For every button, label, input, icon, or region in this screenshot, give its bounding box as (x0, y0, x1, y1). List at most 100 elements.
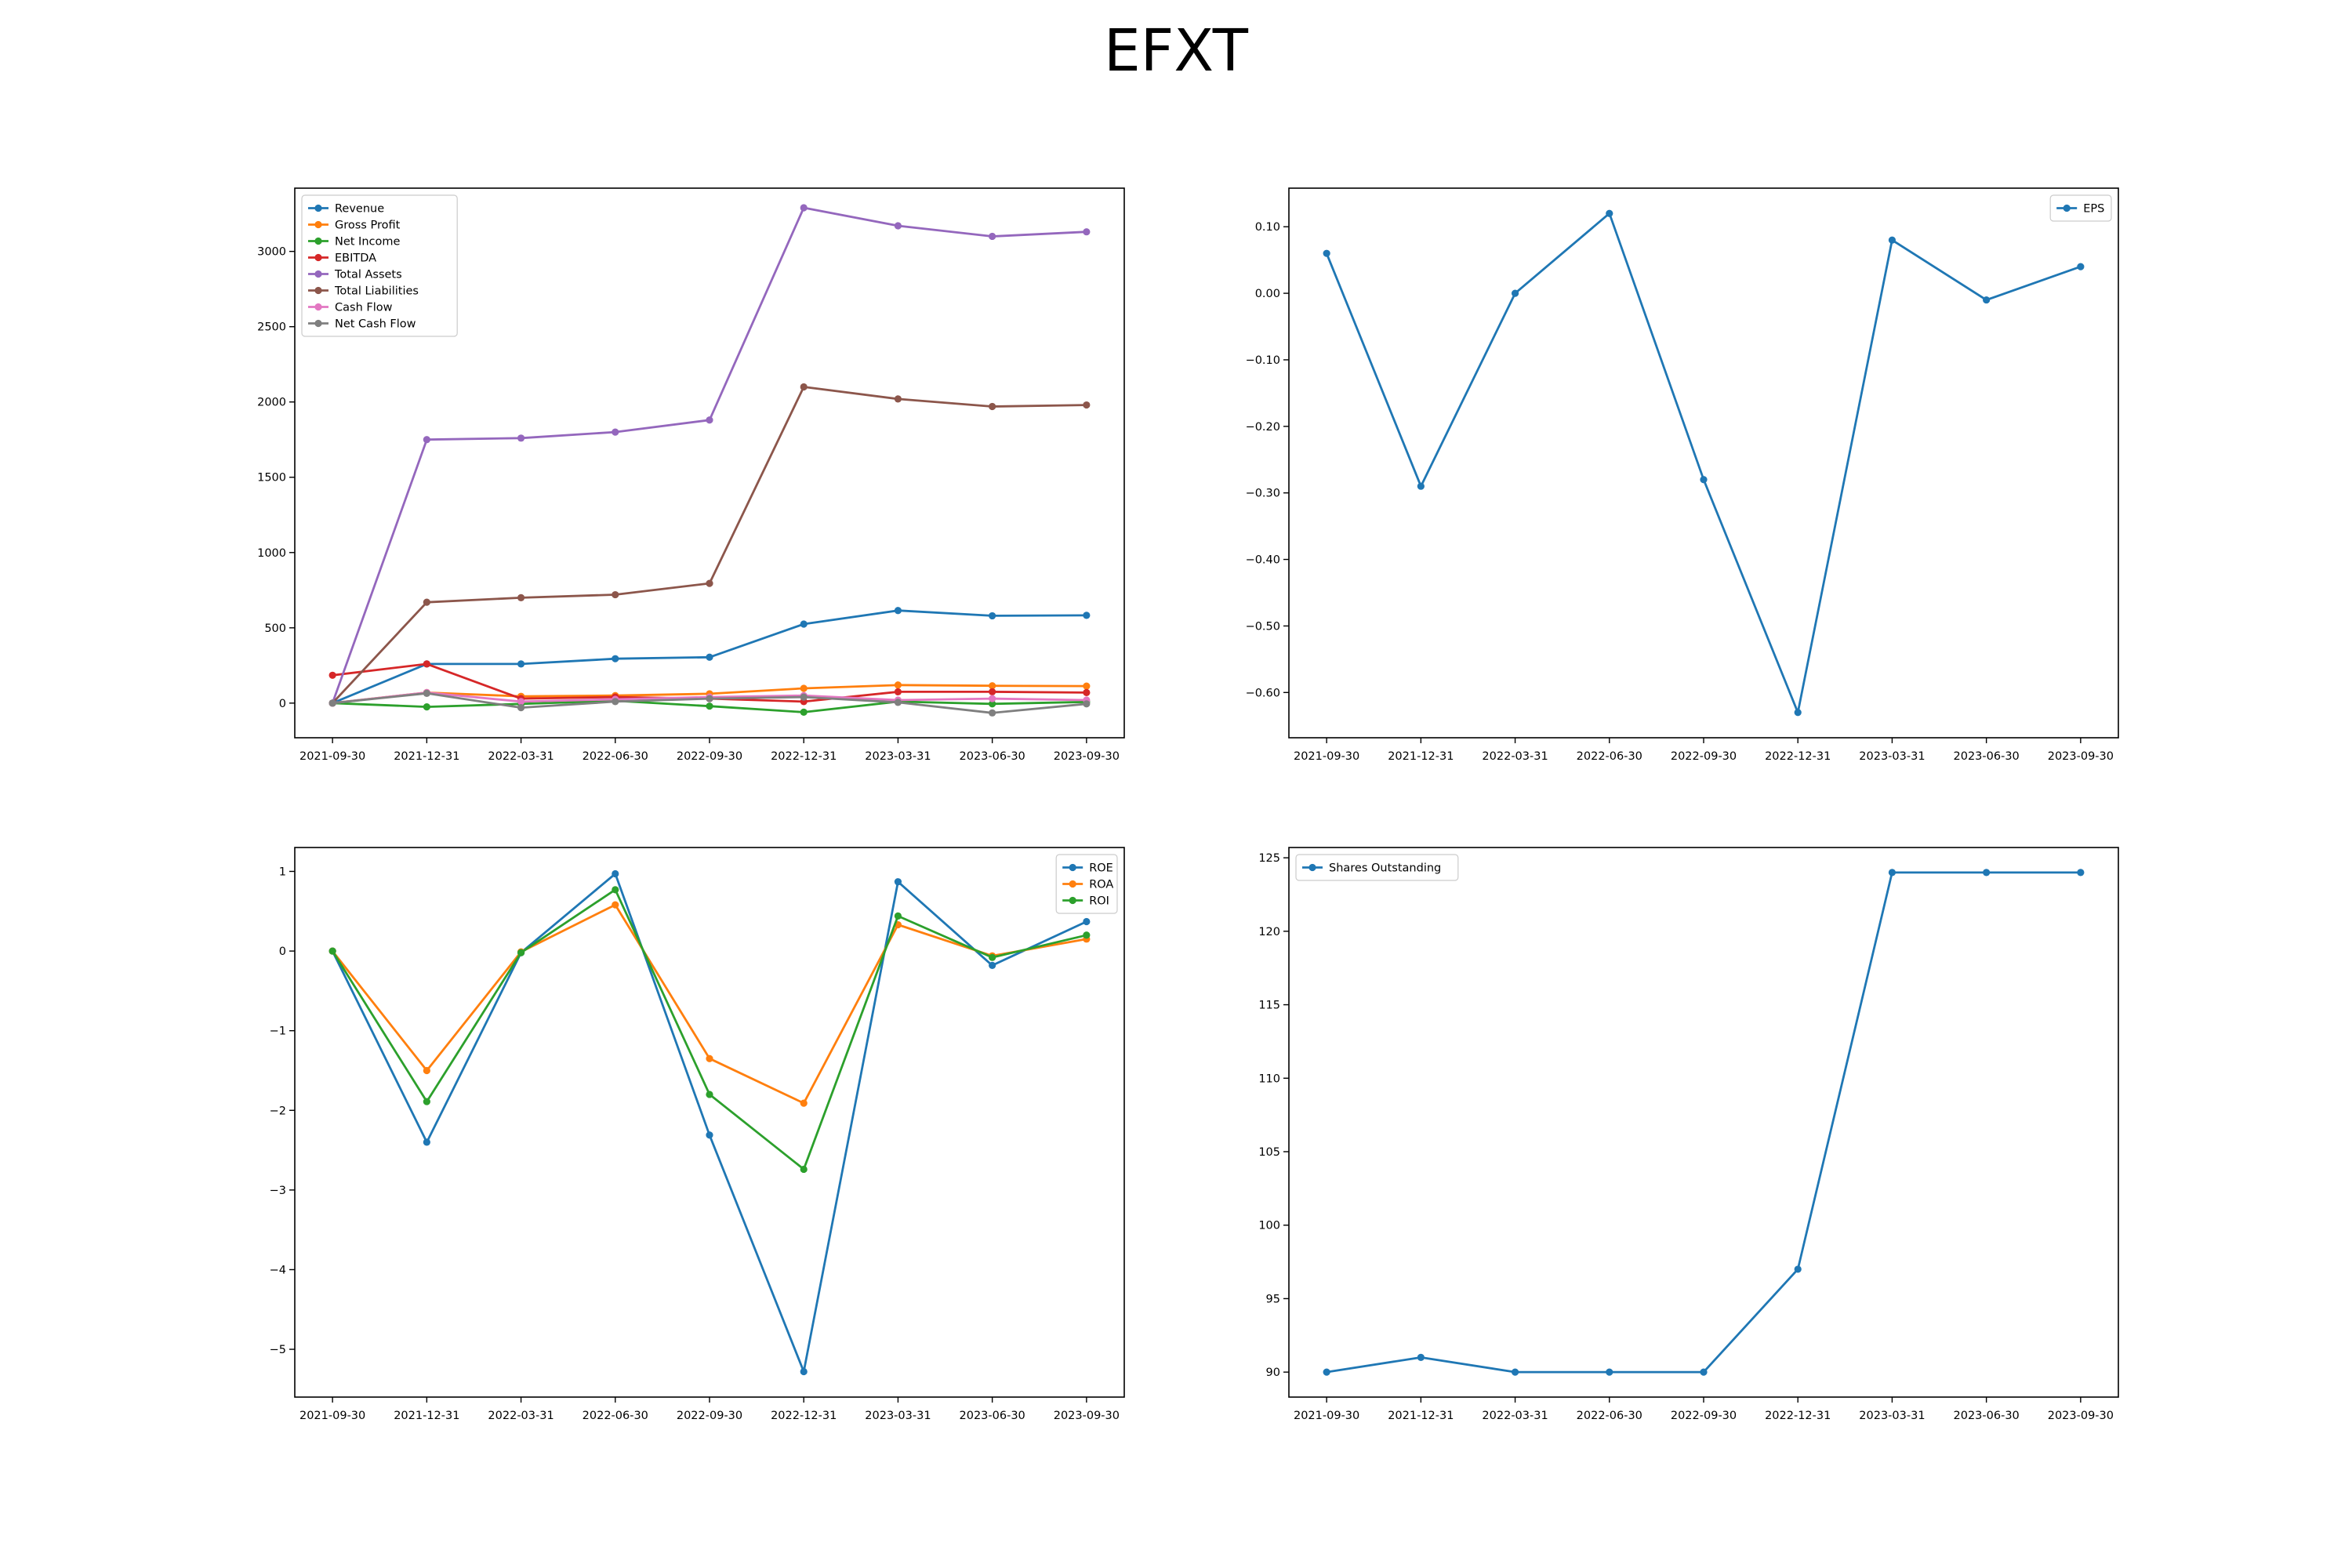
data-point (1083, 700, 1091, 708)
data-point (517, 593, 525, 601)
data-point (800, 1165, 808, 1174)
data-point (328, 699, 336, 707)
x-tick-label: 2022-03-31 (1482, 1410, 1548, 1422)
x-tick-label: 2023-06-30 (960, 1410, 1025, 1422)
legend-marker (314, 204, 322, 212)
y-tick-label: 2500 (257, 321, 286, 334)
x-tick-label: 2022-06-30 (583, 750, 648, 763)
data-point (894, 699, 902, 706)
x-tick-label: 2023-03-31 (1859, 750, 1925, 763)
data-point (1606, 1368, 1613, 1376)
data-point (423, 660, 430, 668)
data-point (1888, 236, 1896, 244)
data-point (423, 598, 430, 606)
y-tick-label: −0.50 (1246, 620, 1280, 633)
y-tick-label: 0.00 (1255, 288, 1280, 300)
data-point (1083, 931, 1091, 939)
legend: Shares Outstanding (1295, 854, 1459, 881)
data-point (989, 961, 996, 969)
legend-marker (314, 237, 322, 245)
x-tick-label: 2023-03-31 (1859, 1410, 1925, 1422)
legend-label: Revenue (335, 203, 384, 216)
data-point (1417, 1353, 1425, 1361)
data-point (612, 590, 619, 599)
y-tick-label: 105 (1258, 1146, 1280, 1159)
plot-area (1288, 187, 2119, 739)
series-eps (1323, 209, 2085, 717)
x-tick-label: 2021-12-31 (1388, 1410, 1454, 1422)
data-point (1417, 482, 1425, 490)
data-point (989, 700, 996, 708)
data-point (894, 688, 902, 696)
y-tick-label: 95 (1266, 1293, 1280, 1305)
data-point (1083, 688, 1091, 696)
data-point (423, 703, 430, 711)
legend-marker (1308, 863, 1316, 872)
data-point (800, 708, 808, 716)
data-point (1700, 1368, 1708, 1376)
legend-marker (314, 253, 322, 262)
series-line (331, 888, 1087, 1171)
y-tick-label: −5 (270, 1344, 286, 1356)
y-tick-label: 0 (279, 946, 286, 958)
data-point (423, 1098, 430, 1105)
data-point (706, 1091, 713, 1098)
chart-4: 2021-09-30 2021-12-31 2022-03-31 2022-06-30… (1258, 847, 2119, 1422)
data-point (517, 434, 525, 442)
y-tick-label: 90 (1266, 1367, 1280, 1379)
data-point (612, 655, 619, 662)
data-point (1794, 709, 1802, 717)
y-tick-label: −0.10 (1246, 354, 1280, 367)
legend-label: EBITDA (335, 252, 376, 265)
series-roe (328, 869, 1091, 1376)
series-net-cash-flow (328, 689, 1091, 717)
data-point (1983, 869, 1991, 877)
data-point (423, 1138, 430, 1146)
data-point (423, 689, 430, 697)
data-point (612, 886, 619, 894)
legend-marker (314, 286, 322, 295)
y-tick-label: −0.40 (1246, 554, 1280, 567)
x-tick-label: 2022-06-30 (583, 1410, 648, 1422)
data-point (989, 402, 996, 411)
data-point (328, 947, 336, 955)
y-tick-label: 1500 (257, 472, 286, 485)
x-tick-label: 2021-12-31 (394, 1410, 459, 1422)
data-point (989, 682, 996, 690)
x-tick-label: 2023-03-31 (865, 1410, 931, 1422)
x-tick-label: 2023-09-30 (1054, 1410, 1120, 1422)
x-tick-label: 2022-03-31 (1482, 750, 1548, 763)
legend-label: ROI (1089, 895, 1109, 908)
legend-marker (2063, 204, 2071, 212)
x-tick-label: 2022-12-31 (771, 750, 837, 763)
y-tick-label: 1000 (257, 547, 286, 560)
data-point (706, 1054, 713, 1062)
series-line (1325, 212, 2082, 714)
data-point (800, 1367, 808, 1376)
x-tick-label: 2021-12-31 (1388, 750, 1454, 763)
data-point (800, 1099, 808, 1107)
y-tick-label: 110 (1258, 1073, 1280, 1085)
legend-label: Cash Flow (335, 302, 393, 314)
legend-marker (1069, 863, 1076, 872)
data-point (894, 681, 902, 689)
data-point (894, 878, 902, 886)
y-tick-label: −0.60 (1246, 687, 1280, 699)
data-point (894, 395, 902, 403)
x-tick-label: 2023-06-30 (1954, 1410, 2020, 1422)
data-point (989, 688, 996, 696)
y-tick-label: −0.20 (1246, 421, 1280, 434)
data-point (1606, 209, 1613, 217)
legend-label: ROE (1089, 862, 1113, 875)
data-point (800, 383, 808, 391)
x-tick-label: 2021-12-31 (394, 750, 459, 763)
y-tick-label: 500 (264, 622, 286, 635)
series-roi (328, 886, 1091, 1174)
y-tick-label: 3000 (257, 246, 286, 259)
x-tick-label: 2022-06-30 (1577, 1410, 1642, 1422)
x-tick-label: 2021-09-30 (299, 1410, 365, 1422)
data-point (1700, 476, 1708, 484)
legend: ROE ROA ROI (1055, 854, 1118, 914)
data-point (612, 428, 619, 436)
